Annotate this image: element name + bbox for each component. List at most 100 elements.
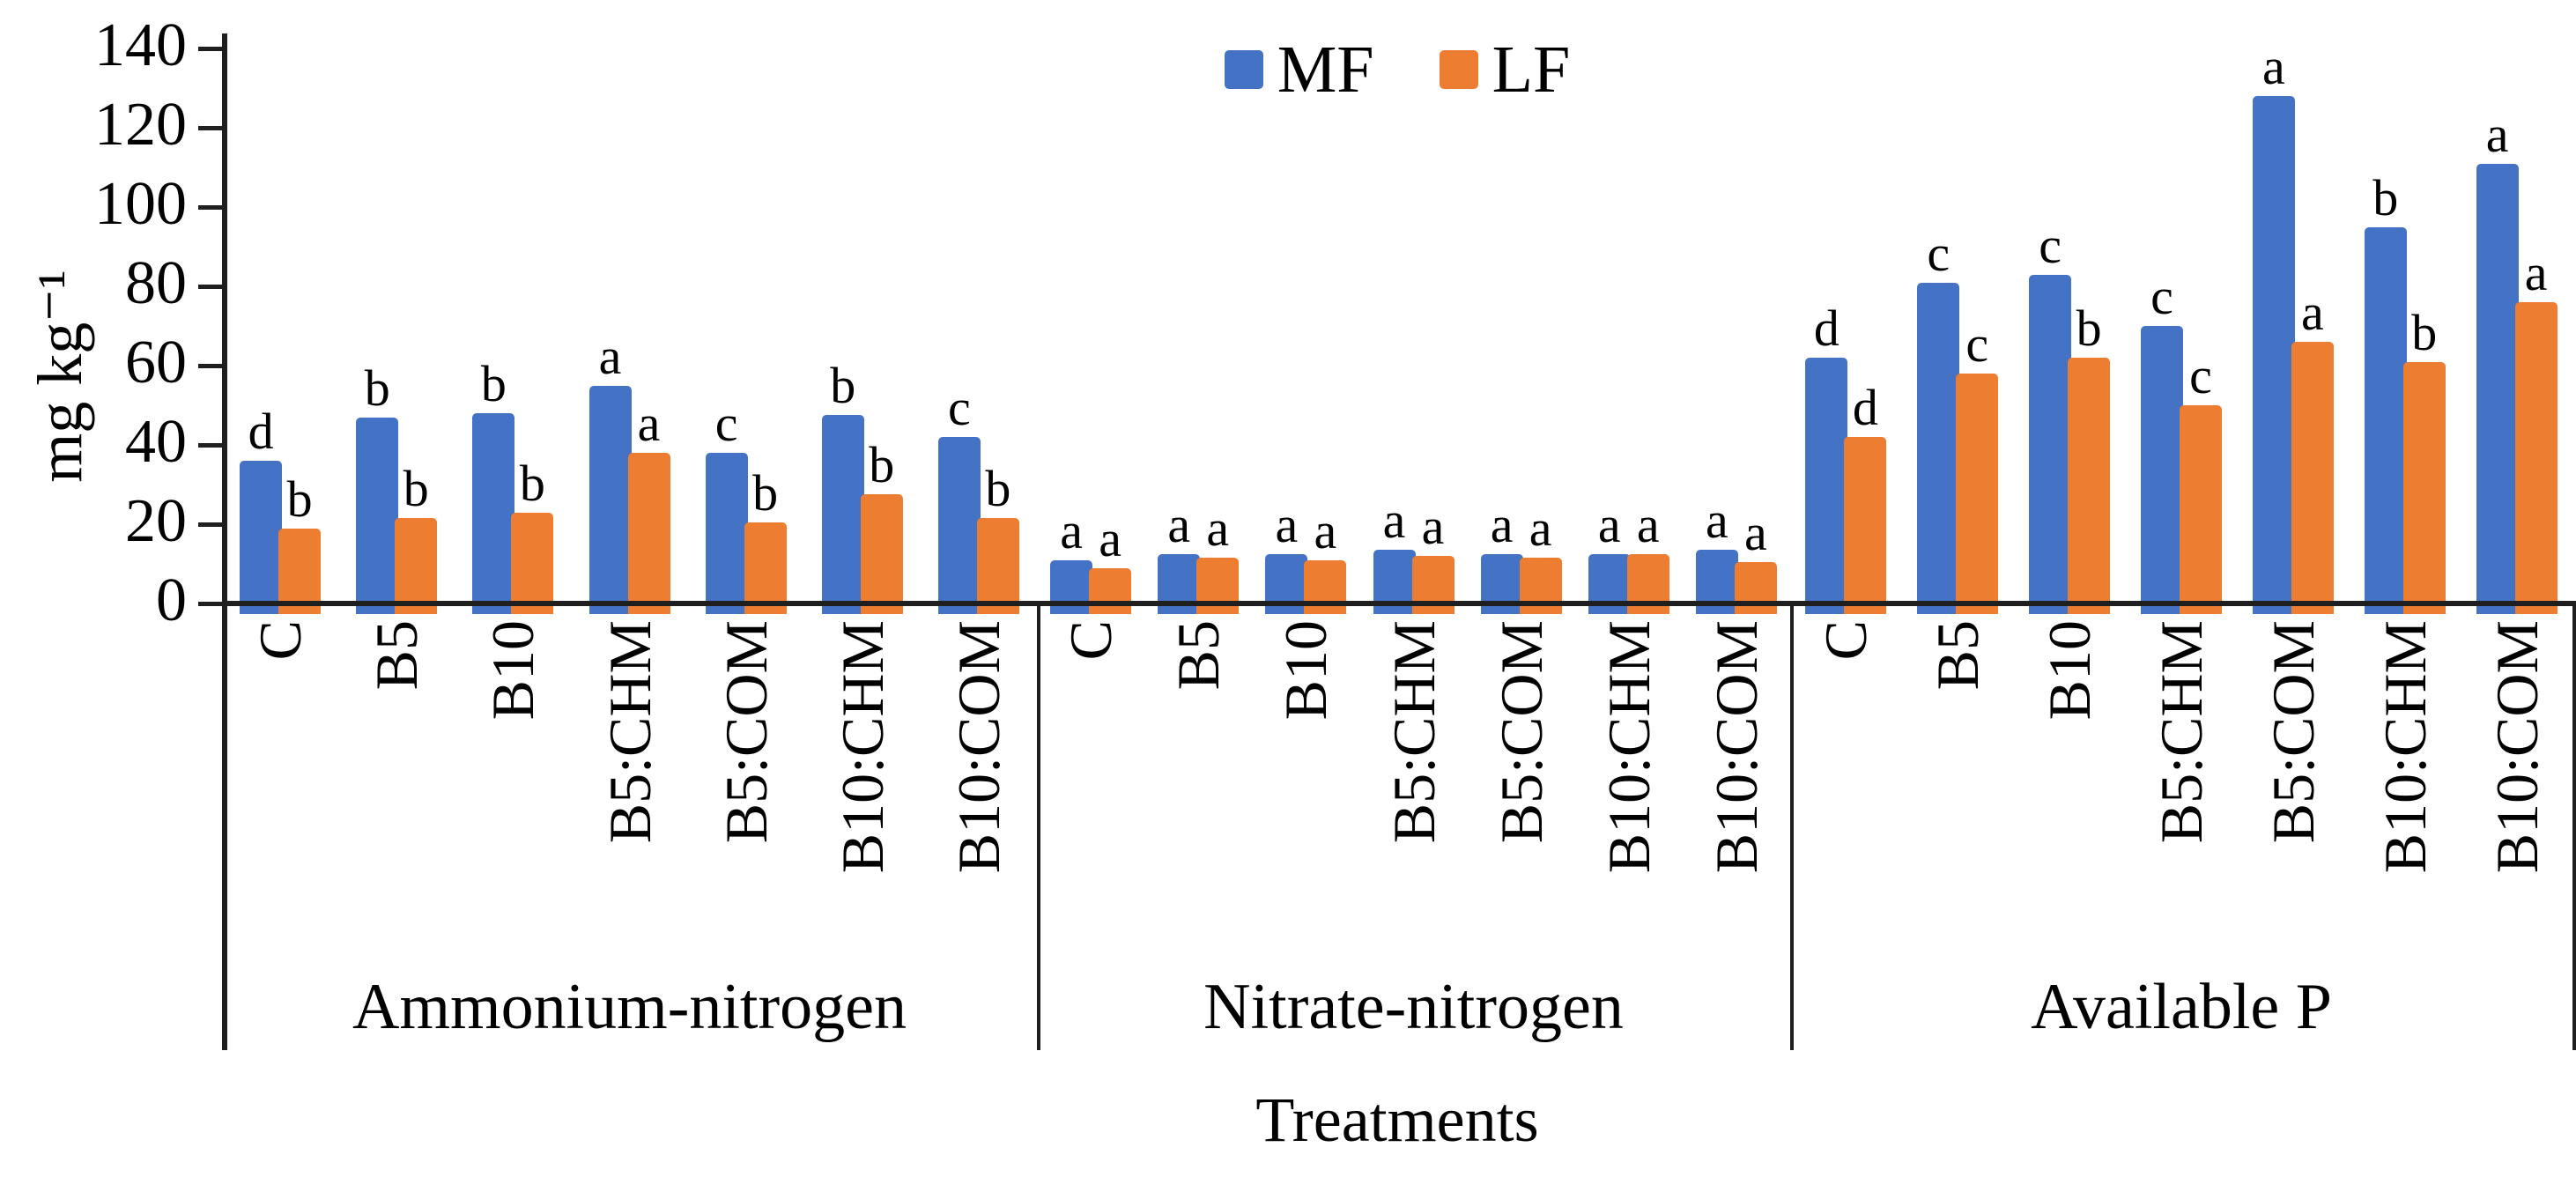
legend-item-mf: MF — [1224, 33, 1374, 107]
sig-letter-lf-b5:chm: a — [637, 395, 661, 452]
sig-letter-mf-b5:com: a — [1490, 495, 1514, 553]
sig-letter-mf-b10:com: c — [948, 379, 971, 436]
x-category-label: B5:COM — [712, 620, 780, 844]
x-category-label: C — [1812, 620, 1880, 661]
x-category-label: C — [247, 620, 315, 661]
sig-letter-lf-b10:chm: a — [1636, 495, 1660, 553]
bar-lf-b5 — [1956, 374, 1999, 614]
bar-mf-c — [240, 461, 283, 614]
sig-letter-lf-c: b — [286, 470, 313, 528]
sig-letter-mf-b10: c — [2039, 216, 2062, 274]
bar-lf-b5 — [395, 518, 438, 614]
group-divider — [1037, 603, 1040, 1050]
bar-lf-b5:chm — [2180, 405, 2222, 614]
sig-letter-mf-b10:chm: a — [1597, 495, 1621, 553]
legend-swatch-mf-icon — [1224, 50, 1263, 89]
x-category-label: B10 — [2036, 620, 2104, 721]
bar-lf-b10:com — [976, 518, 1019, 614]
x-category-label: B5:COM — [1487, 620, 1555, 844]
x-category-label: B5 — [363, 620, 431, 691]
x-category-label: B5:CHM — [1380, 620, 1447, 844]
sig-letter-lf-b5: a — [1206, 500, 1230, 558]
bar-lf-b10:chm — [2402, 361, 2446, 614]
legend-label-lf: LF — [1492, 33, 1571, 107]
x-category-label: C — [1057, 620, 1125, 661]
plot-right-edge — [2572, 603, 2576, 1050]
x-category-label: B10:CHM — [1595, 620, 1662, 874]
sig-letter-lf-b10: b — [519, 454, 545, 512]
sig-letter-lf-b10: b — [2076, 300, 2102, 357]
x-category-label: B10:CHM — [828, 620, 896, 874]
y-axis-tick-label: 60 — [125, 329, 187, 396]
bar-lf-c — [278, 528, 322, 614]
x-category-label: B5 — [1924, 620, 1992, 691]
sig-letter-lf-c: a — [1099, 509, 1121, 567]
bar-mf-c — [1805, 358, 1848, 614]
group-label: Available P — [2031, 971, 2332, 1043]
sig-letter-lf-b5:com: a — [2300, 284, 2324, 341]
y-axis-tick — [198, 522, 222, 527]
sig-letter-mf-b10: a — [1275, 495, 1299, 553]
bar-lf-b10 — [511, 512, 554, 614]
sig-letter-lf-b5:com: b — [752, 463, 779, 522]
bar-lf-b10:chm — [860, 494, 903, 614]
bar-mf-b5:chm — [588, 385, 632, 614]
y-axis-tick — [198, 126, 222, 130]
sig-letter-mf-b5: c — [1927, 224, 1951, 282]
bar-mf-b5:com — [2252, 96, 2295, 614]
x-category-label: B5:COM — [2259, 620, 2327, 844]
bar-lf-b5:com — [744, 522, 787, 614]
bar-mf-b10 — [472, 413, 515, 614]
sig-letter-mf-b5:chm: a — [1382, 492, 1406, 550]
sig-letter-mf-c: a — [1060, 501, 1083, 559]
sig-letter-mf-b5:com: c — [714, 395, 738, 452]
bar-mf-b10:chm — [821, 415, 864, 614]
sig-letter-mf-b10:chm: b — [830, 357, 856, 415]
y-axis-tick — [198, 205, 222, 210]
group-label: Ammonium-nitrogen — [352, 971, 907, 1043]
sig-letter-mf-b10:com: a — [2485, 105, 2509, 163]
y-axis-tick-label: 140 — [94, 11, 187, 79]
x-category-label: B10:COM — [2483, 620, 2550, 874]
bar-mf-b5:chm — [2141, 326, 2183, 614]
y-axis-tick-label: 40 — [125, 408, 187, 476]
x-category-label: B10 — [479, 620, 547, 721]
x-category-label: B10:CHM — [2371, 620, 2439, 874]
sig-letter-lf-b10:com: a — [1744, 503, 1767, 561]
x-axis-line — [222, 601, 2576, 606]
y-axis-line — [222, 33, 227, 1050]
legend-label-mf: MF — [1277, 33, 1374, 107]
legend-item-lf: LF — [1439, 33, 1571, 107]
bar-mf-b10:chm — [2364, 226, 2407, 614]
sig-letter-lf-b10:com: a — [2524, 244, 2548, 301]
y-axis-tick — [198, 443, 222, 448]
y-axis-tick-label: 100 — [94, 170, 187, 238]
bar-lf-b5:chm — [627, 453, 670, 614]
bar-lf-b10 — [2068, 358, 2111, 614]
sig-letter-mf-b10:com: a — [1706, 492, 1728, 550]
sig-letter-mf-b5: a — [1167, 495, 1191, 553]
bar-lf-b5:com — [2291, 342, 2334, 614]
bar-mf-b5:com — [705, 453, 748, 614]
x-category-label: B5:CHM — [2148, 620, 2215, 844]
x-category-label: B10 — [1272, 620, 1340, 721]
y-axis-tick-label: 80 — [125, 249, 187, 317]
legend-swatch-lf-icon — [1439, 50, 1478, 89]
group-divider — [1790, 603, 1794, 1050]
sig-letter-mf-b5:chm: c — [2150, 268, 2173, 325]
group-label: Nitrate-nitrogen — [1203, 971, 1624, 1043]
sig-letter-mf-b5:chm: a — [598, 327, 622, 385]
sig-letter-mf-c: d — [1813, 300, 1839, 357]
bar-mf-b10:com — [2476, 163, 2519, 614]
y-axis-tick-label: 120 — [94, 91, 187, 159]
y-axis-tick — [198, 285, 222, 289]
bar-mf-b5 — [1917, 282, 1960, 614]
sig-letter-lf-b10:chm: b — [869, 436, 895, 494]
bar-mf-b10 — [2029, 274, 2072, 614]
sig-letter-mf-b10:chm: b — [2372, 168, 2399, 226]
bar-lf-c — [1089, 567, 1132, 614]
x-category-label: B5 — [1165, 620, 1232, 691]
sig-letter-mf-b10: b — [480, 355, 507, 412]
sig-letter-lf-b5:com: a — [1529, 500, 1552, 558]
